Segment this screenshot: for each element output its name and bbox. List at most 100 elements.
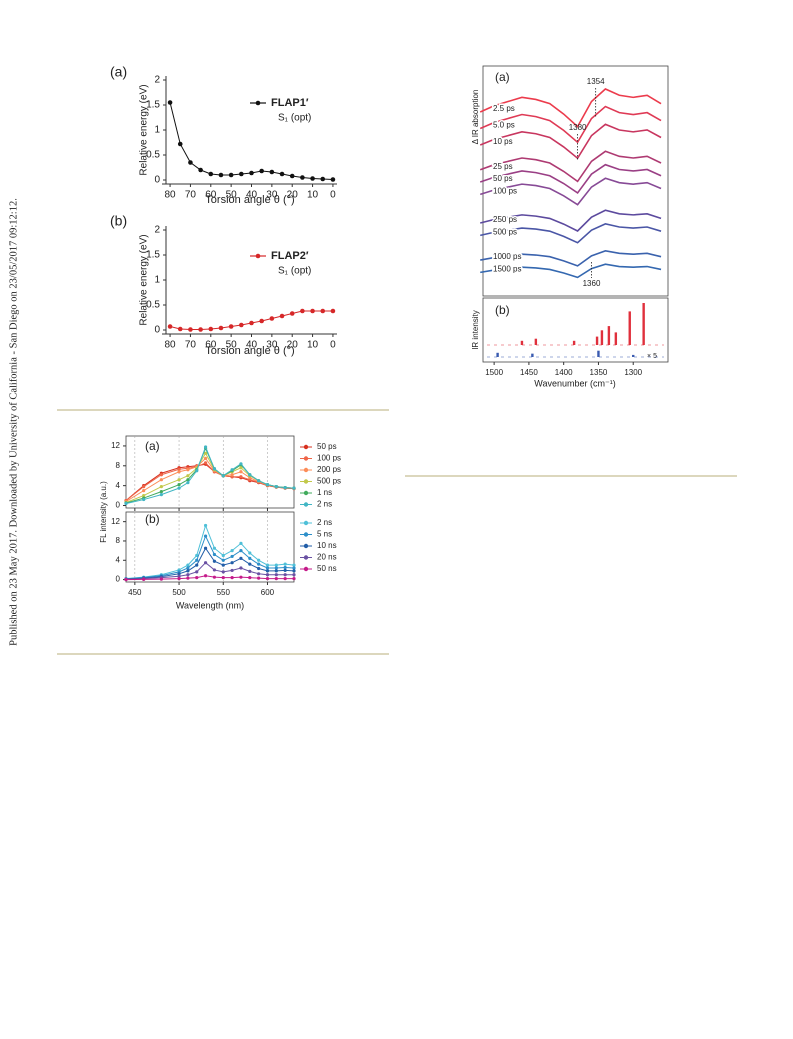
- y-tick-label: 1.5: [146, 250, 160, 261]
- stick: [534, 338, 538, 345]
- legend-label: FLAP1′: [271, 97, 309, 109]
- legend-label: FLAP2′: [271, 250, 309, 262]
- data-point: [257, 566, 261, 571]
- data-point: [203, 461, 208, 465]
- x-tick-label: 0: [330, 190, 336, 201]
- data-point: [203, 561, 208, 565]
- series-label: 50 ps: [493, 174, 513, 183]
- y-tick-label: 2: [154, 225, 160, 236]
- data-point: [265, 577, 270, 581]
- plot-frame: [125, 435, 295, 509]
- stick: [628, 311, 631, 345]
- x-tick-label: 80: [165, 190, 177, 201]
- data-point: [239, 466, 243, 470]
- stick: [642, 303, 645, 345]
- data-point: [239, 322, 244, 328]
- data-point: [177, 467, 181, 471]
- data-point: [257, 576, 261, 580]
- y-tick-label: 2: [154, 75, 160, 86]
- legend-label: 50 ns: [317, 564, 337, 573]
- data-point: [239, 549, 243, 553]
- data-point: [195, 558, 199, 562]
- legend-label: 10 ns: [317, 541, 337, 550]
- data-point: [283, 568, 287, 573]
- data-point: [265, 573, 270, 577]
- stick: [597, 350, 600, 357]
- data-point: [159, 577, 163, 581]
- stick: [572, 340, 576, 345]
- stick: [632, 354, 635, 357]
- legend-label: 2 ns: [317, 500, 332, 509]
- sidebar-note: Published on 23 May 2017. Downloaded by …: [8, 198, 19, 646]
- x-tick-label: 550: [217, 588, 231, 597]
- data-point: [212, 575, 217, 579]
- data-point: [257, 562, 261, 566]
- series-line: [479, 163, 662, 195]
- data-point: [195, 469, 199, 473]
- data-point: [259, 318, 264, 324]
- series-label: 250 ps: [493, 215, 517, 224]
- data-point: [208, 171, 214, 177]
- data-point: [249, 170, 254, 176]
- data-point: [142, 577, 146, 581]
- data-point: [188, 327, 193, 332]
- y-tick-label: 12: [111, 441, 120, 450]
- data-point: [186, 566, 190, 570]
- y-axis-label: Relative energy (eV): [139, 234, 150, 325]
- x-tick-label: 40: [246, 190, 258, 201]
- stick: [520, 340, 524, 345]
- data-point: [142, 485, 146, 489]
- data-point: [239, 462, 243, 466]
- data-point: [259, 168, 264, 174]
- data-point: [195, 570, 199, 574]
- data-point: [265, 566, 270, 570]
- x-axis-label: Torsion angle θ (°): [205, 194, 294, 206]
- y-tick-label: 4: [116, 555, 121, 564]
- data-point: [230, 576, 234, 580]
- legend-label: 500 ps: [317, 477, 341, 486]
- data-point: [274, 566, 278, 570]
- data-point: [289, 173, 295, 179]
- data-point: [283, 565, 287, 570]
- series-line: [480, 263, 662, 279]
- data-point: [292, 486, 296, 490]
- data-point: [292, 577, 296, 581]
- data-point: [248, 569, 252, 573]
- x-tick-label: 1500: [485, 368, 503, 377]
- data-point: [198, 327, 203, 332]
- data-point: [203, 456, 208, 460]
- annotation: 1360: [583, 279, 601, 288]
- x-tick-label: 0: [330, 340, 336, 351]
- panel-label: (a): [145, 439, 160, 453]
- data-point: [239, 171, 244, 177]
- data-point: [167, 324, 173, 329]
- panel-label: (a): [110, 64, 127, 80]
- data-point: [208, 326, 214, 332]
- panel-label: (b): [145, 512, 160, 526]
- data-point: [159, 492, 163, 497]
- legend-marker: [255, 253, 261, 259]
- data-point: [212, 559, 217, 563]
- legend-label: 100 ps: [317, 454, 341, 463]
- data-point: [330, 177, 336, 182]
- data-point: [257, 572, 261, 576]
- x-tick-label: 50: [226, 190, 238, 201]
- y-tick-label: 4: [116, 481, 121, 490]
- stick: [531, 353, 534, 357]
- series-line: [479, 150, 662, 183]
- data-point: [198, 167, 203, 173]
- y-tick-label: 1: [154, 125, 160, 136]
- y-tick-label: 1.5: [146, 100, 160, 111]
- data-point: [221, 553, 225, 558]
- data-point: [230, 473, 234, 477]
- series-label: 10 ps: [493, 137, 513, 146]
- data-point: [239, 575, 243, 579]
- data-point: [177, 141, 183, 147]
- series-line: [480, 209, 662, 232]
- data-point: [320, 308, 326, 314]
- x-tick-label: 1350: [590, 368, 608, 377]
- data-point: [269, 316, 275, 321]
- series-line: [125, 534, 295, 580]
- data-point: [248, 576, 252, 580]
- x-tick-label: 20: [287, 340, 299, 351]
